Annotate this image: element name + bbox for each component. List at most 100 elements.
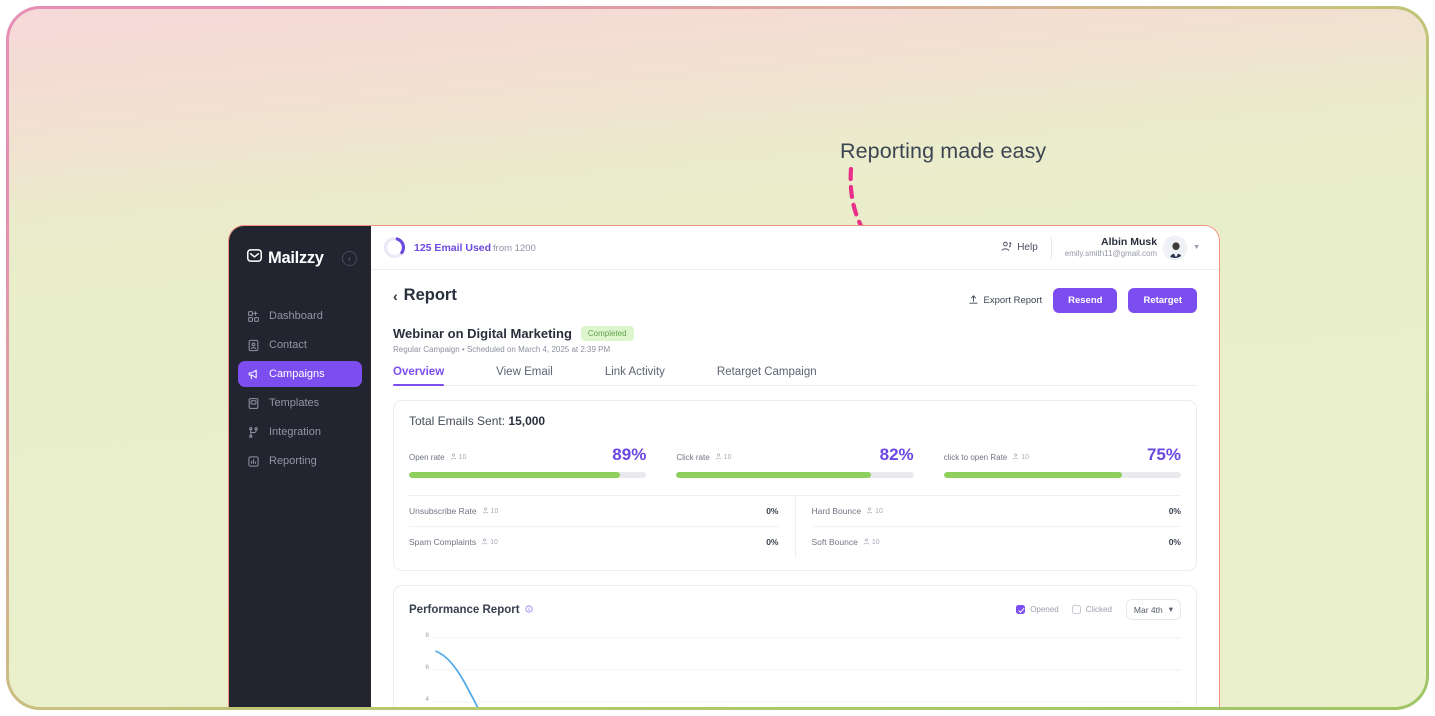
rate-click: Click rate 10 82% (676, 445, 914, 478)
stat-row-soft-bounce: Soft Bounce 10 0% (812, 527, 1182, 557)
info-circle-icon[interactable] (525, 604, 533, 616)
sidebar-item-label: Dashboard (269, 310, 323, 322)
y-tick-label: 4 (425, 696, 429, 703)
date-range-select[interactable]: Mar 4th ▾ (1125, 599, 1181, 620)
avatar (1164, 236, 1187, 259)
stat-info-value: 10 (490, 538, 498, 546)
chevron-down-icon: ▾ (1168, 604, 1173, 614)
rate-open: Open rate 10 89% (409, 445, 647, 478)
legend-item-opened[interactable]: Opened (1016, 605, 1059, 614)
header-actions: Export Report Resend Retarget (968, 288, 1197, 313)
campaign-title-row: Webinar on Digital Marketing Completed (393, 326, 1197, 341)
sidebar: Mailzzy ‹ Dashboard (229, 226, 371, 707)
stat-row-spam-complaints: Spam Complaints 10 0% (409, 527, 779, 557)
page-title[interactable]: ‹ Report (393, 286, 457, 305)
user-name: Albin Musk (1101, 235, 1158, 248)
legend-item-clicked[interactable]: Clicked (1071, 605, 1112, 614)
retarget-button[interactable]: Retarget (1128, 288, 1197, 313)
checkbox-icon[interactable] (1071, 605, 1081, 614)
status-badge: Completed (580, 326, 634, 341)
help-person-icon (1000, 240, 1013, 256)
stat-value: 0% (1168, 506, 1181, 516)
export-report-label: Export Report (983, 295, 1043, 306)
legend-label: Opened (1030, 605, 1059, 614)
performance-title-label: Performance Report (409, 603, 520, 616)
tab-overview[interactable]: Overview (393, 366, 445, 387)
chevron-down-icon: ▼ (1193, 244, 1200, 251)
user-menu[interactable]: Albin Musk emily.smith11@gmail.com ▼ (1065, 236, 1200, 259)
rate-value: 89% (612, 445, 647, 464)
stat-value: 0% (766, 506, 779, 516)
chevron-left-circle-icon[interactable]: ‹ (342, 250, 357, 266)
person-icon (1012, 453, 1019, 462)
tab-retarget-campaign[interactable]: Retarget Campaign (716, 366, 817, 378)
rate-label: Open rate (409, 453, 445, 462)
sidebar-item-integration[interactable]: Integration (238, 419, 362, 445)
contact-card-icon (247, 339, 260, 352)
chart-svg (433, 637, 1181, 707)
rate-head: Open rate 10 89% (409, 445, 646, 465)
divider (1050, 236, 1052, 259)
brand-name: Mailzzy (268, 248, 324, 267)
sidebar-item-contact[interactable]: Contact (238, 332, 362, 358)
rate-progress-bar (943, 472, 1181, 478)
promo-frame: Reporting made easy Mailzzy (6, 6, 1429, 710)
export-report-button[interactable]: Export Report (968, 294, 1043, 308)
stat-label: Unsubscribe Rate (409, 506, 477, 516)
app-window: Mailzzy ‹ Dashboard (228, 225, 1220, 707)
stat-info-value: 10 (871, 538, 880, 546)
sidebar-item-reporting[interactable]: Reporting (238, 448, 362, 474)
brand[interactable]: Mailzzy (246, 247, 324, 269)
stat-info: 10 (482, 507, 498, 516)
secondary-stats-grid: Unsubscribe Rate 10 0% Spam Complaints (409, 496, 1181, 557)
rate-head: Click rate 10 82% (676, 445, 913, 465)
checkbox-icon[interactable] (1016, 605, 1026, 614)
topbar: 125 Email Used from 1200 Help (371, 226, 1219, 270)
rate-info-value: 10 (1021, 454, 1030, 461)
sidebar-item-campaigns[interactable]: Campaigns (238, 361, 362, 387)
person-icon (482, 507, 489, 516)
help-button[interactable]: Help (1000, 240, 1038, 256)
campaign-meta: Regular Campaign • Scheduled on March 4,… (393, 345, 611, 354)
annotation-caption: Reporting made easy (840, 139, 1047, 163)
rate-info: 10 (450, 453, 467, 462)
rates-row: Open rate 10 89% (409, 445, 1181, 478)
rate-label: Click rate (676, 453, 710, 462)
tab-link-activity[interactable]: Link Activity (604, 366, 665, 378)
credit-total-label: from 1200 (493, 242, 536, 254)
sidebar-item-label: Contact (269, 339, 307, 351)
rate-value: 75% (1146, 445, 1181, 464)
stat-info: 10 (866, 507, 883, 516)
stat-row-hard-bounce: Hard Bounce 10 0% (811, 496, 1181, 527)
rate-info-value: 10 (723, 454, 732, 461)
rate-head: click to open Rate 10 75% (944, 445, 1181, 465)
tab-view-email[interactable]: View Email (496, 366, 553, 378)
performance-report-card: Performance Report (393, 585, 1197, 707)
sidebar-item-dashboard[interactable]: Dashboard (238, 303, 362, 329)
performance-header: Performance Report (409, 599, 1181, 620)
rate-click-to-open: click to open Rate 10 75% (943, 445, 1181, 478)
sidebar-item-label: Integration (269, 426, 321, 438)
stat-info: 10 (863, 538, 880, 547)
rate-value: 82% (879, 445, 914, 464)
stat-info-value: 10 (875, 507, 883, 515)
sidebar-item-templates[interactable]: Templates (238, 390, 362, 416)
person-icon (450, 453, 457, 462)
tab-bar: Overview View Email Link Activity Retarg… (393, 366, 1197, 387)
stat-value: 0% (766, 537, 779, 547)
total-emails-sent-value: 15,000 (508, 414, 546, 428)
secondary-stats-right: Hard Bounce 10 0% Soft Bounce (796, 496, 1182, 557)
branch-merge-icon (247, 426, 260, 439)
bar-chart-icon (247, 455, 260, 468)
resend-button[interactable]: Resend (1053, 288, 1118, 313)
stat-info: 10 (481, 538, 498, 547)
report-content: ‹ Report Export Report (371, 270, 1219, 707)
chart-legend: Opened Clicked (1016, 605, 1112, 614)
back-chevron-icon[interactable]: ‹ (393, 287, 398, 304)
rate-info-value: 10 (458, 454, 467, 461)
person-icon (715, 453, 722, 462)
sidebar-item-label: Reporting (269, 455, 317, 467)
rate-label: click to open Rate (943, 453, 1008, 462)
rate-info: 10 (1012, 453, 1029, 462)
chart-y-axis: 8 6 4 (409, 632, 431, 707)
